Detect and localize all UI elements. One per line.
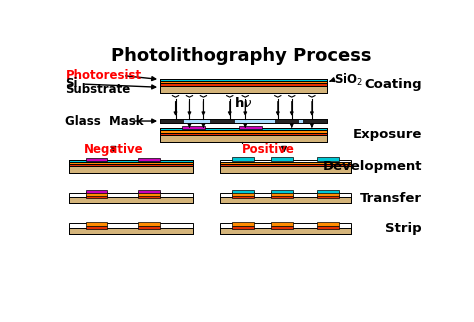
Text: Photoresist: Photoresist — [65, 69, 142, 82]
Bar — [317, 190, 339, 194]
Text: SiO$_2$: SiO$_2$ — [334, 72, 364, 88]
Bar — [220, 193, 351, 204]
Bar — [160, 130, 327, 133]
Bar — [160, 83, 327, 86]
Bar — [271, 223, 292, 226]
Bar — [160, 81, 327, 83]
Bar — [160, 135, 327, 142]
Bar — [69, 160, 192, 162]
Bar — [317, 192, 339, 195]
Text: Negative: Negative — [84, 143, 143, 156]
Text: Development: Development — [322, 160, 422, 173]
Bar — [69, 193, 192, 204]
Text: Strip: Strip — [385, 222, 422, 235]
Bar — [160, 128, 327, 130]
Bar — [220, 162, 351, 164]
Bar — [317, 226, 339, 229]
Bar — [86, 195, 107, 198]
Text: Si: Si — [65, 77, 78, 90]
Text: h$\nu$: h$\nu$ — [234, 96, 252, 109]
Bar — [232, 226, 254, 229]
Bar — [138, 192, 160, 195]
Bar — [232, 190, 254, 194]
Bar — [232, 195, 254, 198]
Bar — [86, 158, 107, 161]
Bar — [138, 190, 160, 194]
Bar — [86, 192, 107, 195]
Bar — [138, 195, 160, 198]
Bar — [160, 79, 327, 81]
Bar — [220, 166, 351, 173]
Bar — [160, 119, 327, 123]
Text: Substrate: Substrate — [65, 83, 131, 96]
Bar — [160, 119, 183, 123]
Text: Positive: Positive — [242, 143, 295, 156]
Bar — [220, 228, 351, 234]
Bar — [303, 119, 327, 123]
Bar — [86, 223, 107, 226]
Text: Glass  Mask: Glass Mask — [65, 115, 144, 128]
Bar — [220, 164, 351, 166]
Bar — [317, 223, 339, 226]
Bar — [69, 162, 192, 164]
Bar — [69, 164, 192, 166]
Bar — [232, 192, 254, 195]
Text: Photolithography Process: Photolithography Process — [111, 47, 372, 65]
Bar — [232, 157, 254, 161]
Bar — [210, 119, 234, 123]
Bar — [138, 223, 160, 226]
Bar — [317, 157, 339, 161]
Bar — [271, 192, 292, 195]
Bar — [69, 223, 192, 234]
Bar — [182, 126, 205, 129]
Bar — [317, 195, 339, 198]
Bar — [69, 228, 192, 234]
Bar — [271, 226, 292, 229]
Bar — [69, 160, 192, 173]
Bar — [86, 190, 107, 194]
Bar — [160, 133, 327, 135]
Text: Transfer: Transfer — [360, 192, 422, 204]
Bar — [160, 86, 327, 92]
Bar — [232, 223, 254, 226]
Bar — [271, 190, 292, 194]
Bar — [271, 157, 292, 161]
Bar — [69, 166, 192, 173]
Bar — [239, 126, 262, 129]
Bar — [220, 223, 351, 234]
Bar — [220, 197, 351, 204]
Bar — [160, 128, 327, 142]
Bar — [138, 158, 160, 161]
Bar — [275, 119, 298, 123]
Text: Exposure: Exposure — [353, 128, 422, 141]
Bar — [271, 195, 292, 198]
Bar — [220, 160, 351, 173]
Text: Coating: Coating — [365, 78, 422, 90]
Bar — [160, 79, 327, 92]
Bar — [69, 197, 192, 204]
Bar — [138, 226, 160, 229]
Bar — [86, 226, 107, 229]
